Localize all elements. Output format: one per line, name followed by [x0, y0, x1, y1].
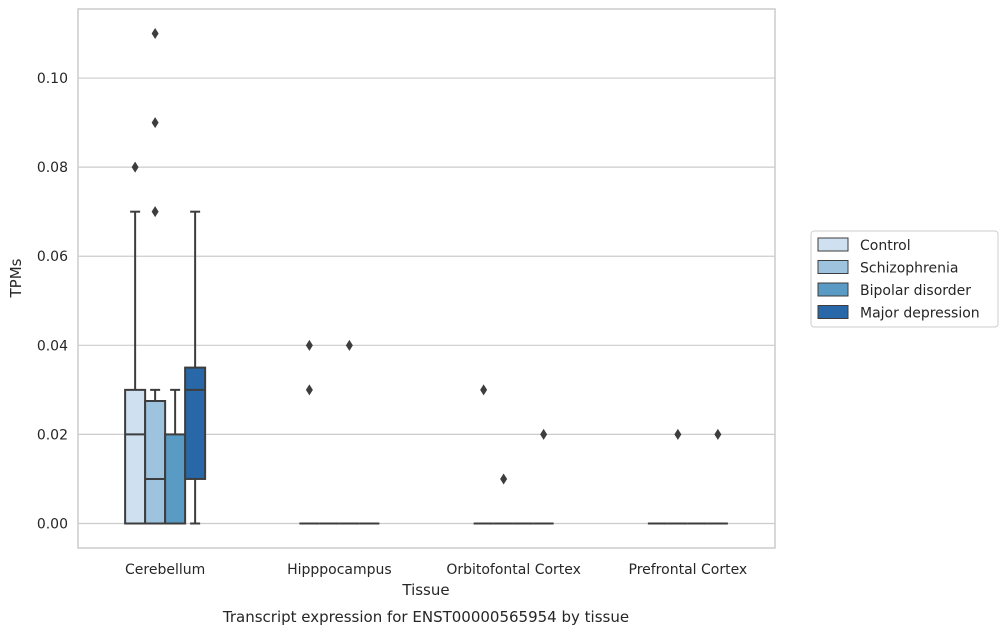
y-tick-label: 0.04 [37, 338, 68, 354]
box-group [184, 210, 207, 525]
box-body [124, 388, 147, 525]
legend: Control Schizophrenia Bipolar disorder Majo… [810, 230, 999, 328]
legend-label: Bipolar disorder [860, 283, 971, 299]
x-axis-label: Tissue [401, 581, 449, 599]
y-axis-label: TPMs [7, 258, 25, 298]
outlier-point [540, 428, 548, 440]
box-group [164, 388, 187, 525]
y-tick-labels: 0.00 0.02 0.04 0.06 0.08 0.10 [37, 71, 68, 532]
legend-frame [810, 230, 999, 328]
plot-frame [77, 8, 776, 549]
box-group [533, 428, 554, 525]
box-group [473, 384, 494, 525]
outlier-point [131, 161, 139, 173]
box-group [667, 428, 688, 525]
outlier-point [714, 428, 722, 440]
legend-swatch [817, 237, 849, 252]
outlier-point [480, 384, 488, 396]
x-tick-label: Cerebellum [125, 562, 205, 578]
outlier-point [151, 28, 159, 39]
x-tick-label: Orbitofontal Cortex [446, 562, 581, 578]
outlier-point [345, 339, 353, 351]
legend-label: Major depression [860, 306, 980, 322]
box-group [339, 339, 360, 525]
box-group [707, 428, 728, 525]
legend-label: Schizophrenia [860, 261, 958, 277]
outlier-point [151, 117, 159, 129]
box-group [144, 28, 167, 525]
x-tick-label: Prefrontal Cortex [629, 562, 748, 578]
y-tick-label: 0.02 [37, 427, 68, 443]
chart-caption: Transcript expression for ENST0000056595… [222, 608, 629, 626]
legend-label: Control [860, 238, 911, 254]
box-body [164, 433, 187, 525]
x-tick-labels: Cerebellum Hipppocampus Orbitofontal Corte… [125, 562, 747, 578]
outlier-point [305, 339, 313, 351]
y-tick-label: 0.00 [37, 517, 68, 533]
legend-swatch [817, 282, 849, 297]
box-group [124, 161, 147, 525]
box-group [299, 339, 320, 525]
outlier-point [305, 384, 313, 396]
y-tick-label: 0.10 [37, 71, 68, 87]
legend-swatch [817, 305, 849, 319]
box-body [144, 400, 167, 525]
x-tick-label: Hipppocampus [287, 562, 392, 578]
y-tick-label: 0.06 [37, 249, 68, 265]
outlier-point [500, 473, 508, 485]
box-group [493, 473, 514, 525]
box-plot-marks [124, 28, 728, 525]
box-body [184, 366, 207, 480]
y-tick-label: 0.08 [37, 160, 68, 176]
outlier-point [151, 206, 159, 218]
outlier-point [674, 428, 682, 440]
legend-swatch [817, 260, 849, 274]
